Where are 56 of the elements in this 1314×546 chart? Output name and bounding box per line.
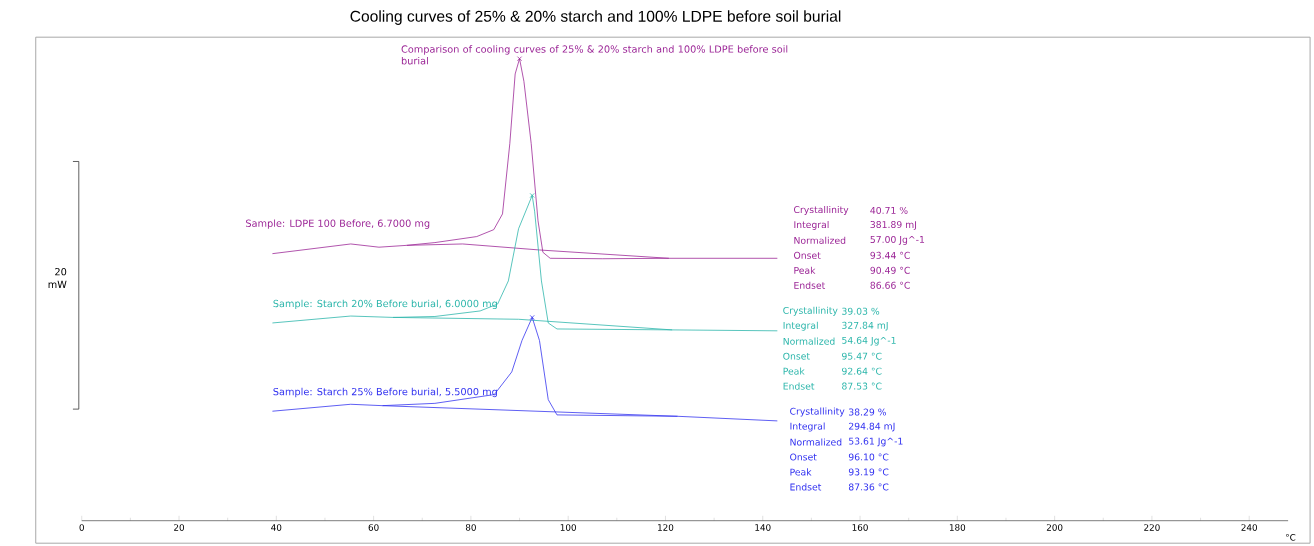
annotation: Endset	[794, 281, 826, 289]
annotation: 90.49 °C	[870, 266, 910, 274]
annotation: Integral	[794, 220, 829, 230]
annotation: Comparison of cooling curves of 25% & 20% starch and 100% LDPE before soil burial	[401, 45, 788, 65]
annotation: Onset	[794, 251, 821, 259]
annotation: Normalized	[783, 337, 835, 345]
chart-title: Cooling curves of 25% & 20% starch and 100% LDPE before soil burial	[350, 10, 841, 25]
annotation: Integral	[783, 321, 818, 331]
annotation: 95.47 °C	[842, 352, 882, 360]
annotation: Crystallinity	[794, 205, 849, 215]
annotation: 92.64 °C	[842, 367, 882, 375]
x-tick-label: 0	[79, 524, 84, 531]
annotation: Peak	[794, 266, 816, 274]
x-tick-label: 20	[174, 524, 185, 531]
annotation: Normalized	[790, 438, 842, 446]
x-tick-label: 240	[1241, 524, 1257, 531]
series-label: Sample: Starch 25% Before burial, 5.5000 mg	[273, 387, 497, 398]
annotation: 87.53 °C	[842, 382, 882, 390]
x-tick-label: 120	[658, 524, 674, 531]
x-tick-label: 160	[852, 524, 868, 531]
annotation: 93.19 °C	[848, 468, 889, 476]
x-tick-label: 200	[1046, 524, 1063, 531]
annotation: Crystallinity	[783, 306, 838, 316]
annotation: 57.00 Jg^-1	[870, 235, 925, 245]
annotation: Peak	[790, 468, 812, 476]
x-tick-label: 60	[368, 524, 379, 531]
annotation: 327.84 mJ	[842, 321, 888, 331]
annotation: 54.64 Jg^-1	[842, 336, 896, 346]
annotation: 53.61 Jg^-1	[849, 437, 903, 447]
annotation: 38.29 %	[849, 408, 887, 416]
annotation: 87.36 °C	[848, 483, 889, 491]
annotation: Endset	[783, 382, 815, 390]
text: 20 mW	[48, 267, 67, 288]
x-tick-label: 80	[465, 524, 476, 531]
annotation: Onset	[790, 453, 817, 461]
annotation: 93.44 °C	[870, 251, 910, 259]
x-axis-title: °C	[1286, 533, 1296, 541]
annotation: 294.84 mJ	[848, 422, 895, 432]
annotation: 39.03 %	[842, 307, 880, 315]
series-label: Sample: LDPE 100 Before, 6.7000 mg	[246, 219, 430, 229]
annotation: Normalized	[794, 236, 846, 244]
annotation: 40.71 %	[870, 206, 908, 214]
annotation: Crystallinity	[790, 407, 845, 417]
annotation: Integral	[790, 422, 825, 432]
x-tick-label: 40	[271, 524, 282, 531]
x-tick-label: 180	[949, 524, 966, 531]
series-label: Sample: Starch 20% Before burial, 6.0000 mg	[273, 299, 497, 310]
annotation: Endset	[790, 483, 822, 491]
x-tick-label: 100	[560, 524, 576, 531]
x-tick-label: 140	[755, 524, 771, 531]
annotation: Peak	[783, 367, 805, 375]
annotation: 381.89 mJ	[870, 220, 917, 230]
annotation: 96.10 °C	[848, 453, 889, 461]
annotation: Onset	[783, 352, 810, 360]
x-tick-label: 220	[1144, 524, 1160, 531]
annotation: 86.66 °C	[870, 281, 910, 289]
